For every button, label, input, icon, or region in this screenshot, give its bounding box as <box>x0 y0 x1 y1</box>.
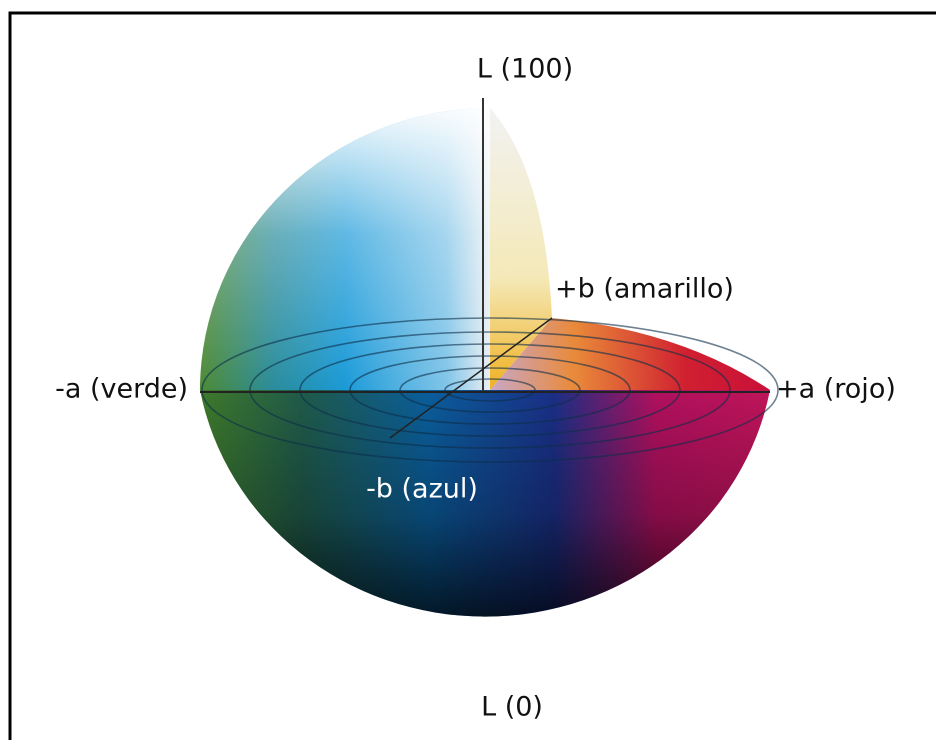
label-l-bottom: L (0) <box>481 692 543 723</box>
diagram: L (100) +b (amarillo) -a (verde) +a (roj… <box>0 0 936 740</box>
label-b-minus: -b (azul) <box>366 474 478 505</box>
lab-sphere <box>200 98 778 617</box>
label-a-plus: +a (rojo) <box>776 374 896 405</box>
label-a-minus: -a (verde) <box>55 374 188 405</box>
label-b-plus: +b (amarillo) <box>555 274 734 305</box>
label-l-top: L (100) <box>477 54 573 85</box>
